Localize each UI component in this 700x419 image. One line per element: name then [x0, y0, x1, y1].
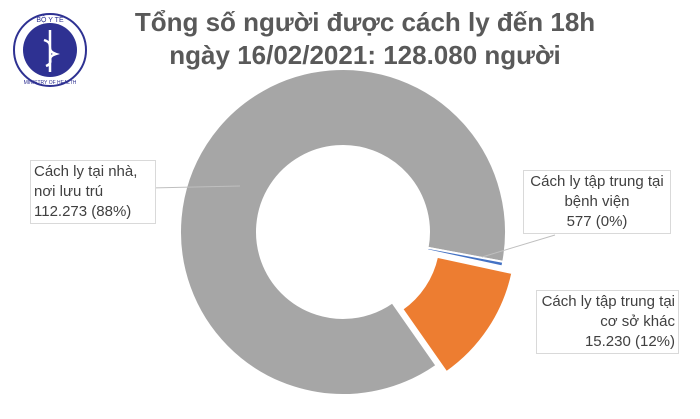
- leader-line: [149, 185, 241, 189]
- logo-bottom: MINISTRY OF HEALTH: [24, 80, 77, 86]
- value-label: 577 (0%): [566, 213, 628, 230]
- category-label: Cách ly tập trung tại cơ sở khác: [541, 293, 675, 330]
- value-label: 112.273 (88%): [34, 203, 132, 220]
- slice: [400, 255, 514, 374]
- data-label: Cách ly tập trung tại cơ sở khác 15.230 …: [536, 290, 679, 354]
- leaders: [149, 185, 556, 258]
- slice: [425, 246, 505, 268]
- category-label: Cách ly tập trung tại bệnh viện: [530, 173, 664, 210]
- category-label: Cách ly tại nhà, nơi lưu trú: [34, 163, 138, 200]
- logo-top: BỘ Y TẾ: [36, 14, 64, 24]
- leader-line: [481, 234, 556, 258]
- chart-title: Tổng số người được cách ly đến 18h ngày …: [134, 7, 596, 70]
- logo: BỘ Y TẾ MINISTRY OF HEALTH: [13, 13, 87, 87]
- data-label: Cách ly tại nhà, nơi lưu trú 112.273 (88…: [30, 160, 156, 224]
- value-label: 15.230 (12%): [584, 333, 675, 350]
- slice: [179, 68, 507, 396]
- data-label: Cách ly tập trung tại bệnh viện 577 (0%): [523, 170, 671, 234]
